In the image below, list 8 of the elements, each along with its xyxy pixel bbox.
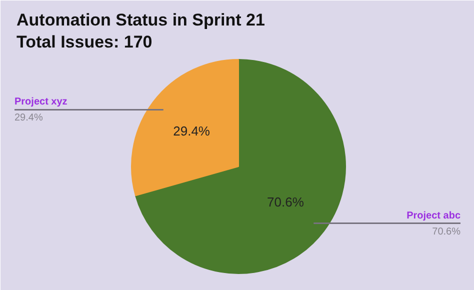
chart-title: Automation Status in Sprint 21: [16, 10, 265, 30]
chart-subtitle: Total Issues: 170: [16, 32, 152, 52]
data-label: 70.6%: [267, 194, 304, 210]
slice-label: Project xyz: [14, 96, 68, 108]
slice-label: Project abc: [406, 210, 461, 222]
text: 29.4%: [14, 112, 43, 124]
data-label: 29.4%: [173, 124, 210, 139]
text: 70.6%: [432, 226, 461, 238]
